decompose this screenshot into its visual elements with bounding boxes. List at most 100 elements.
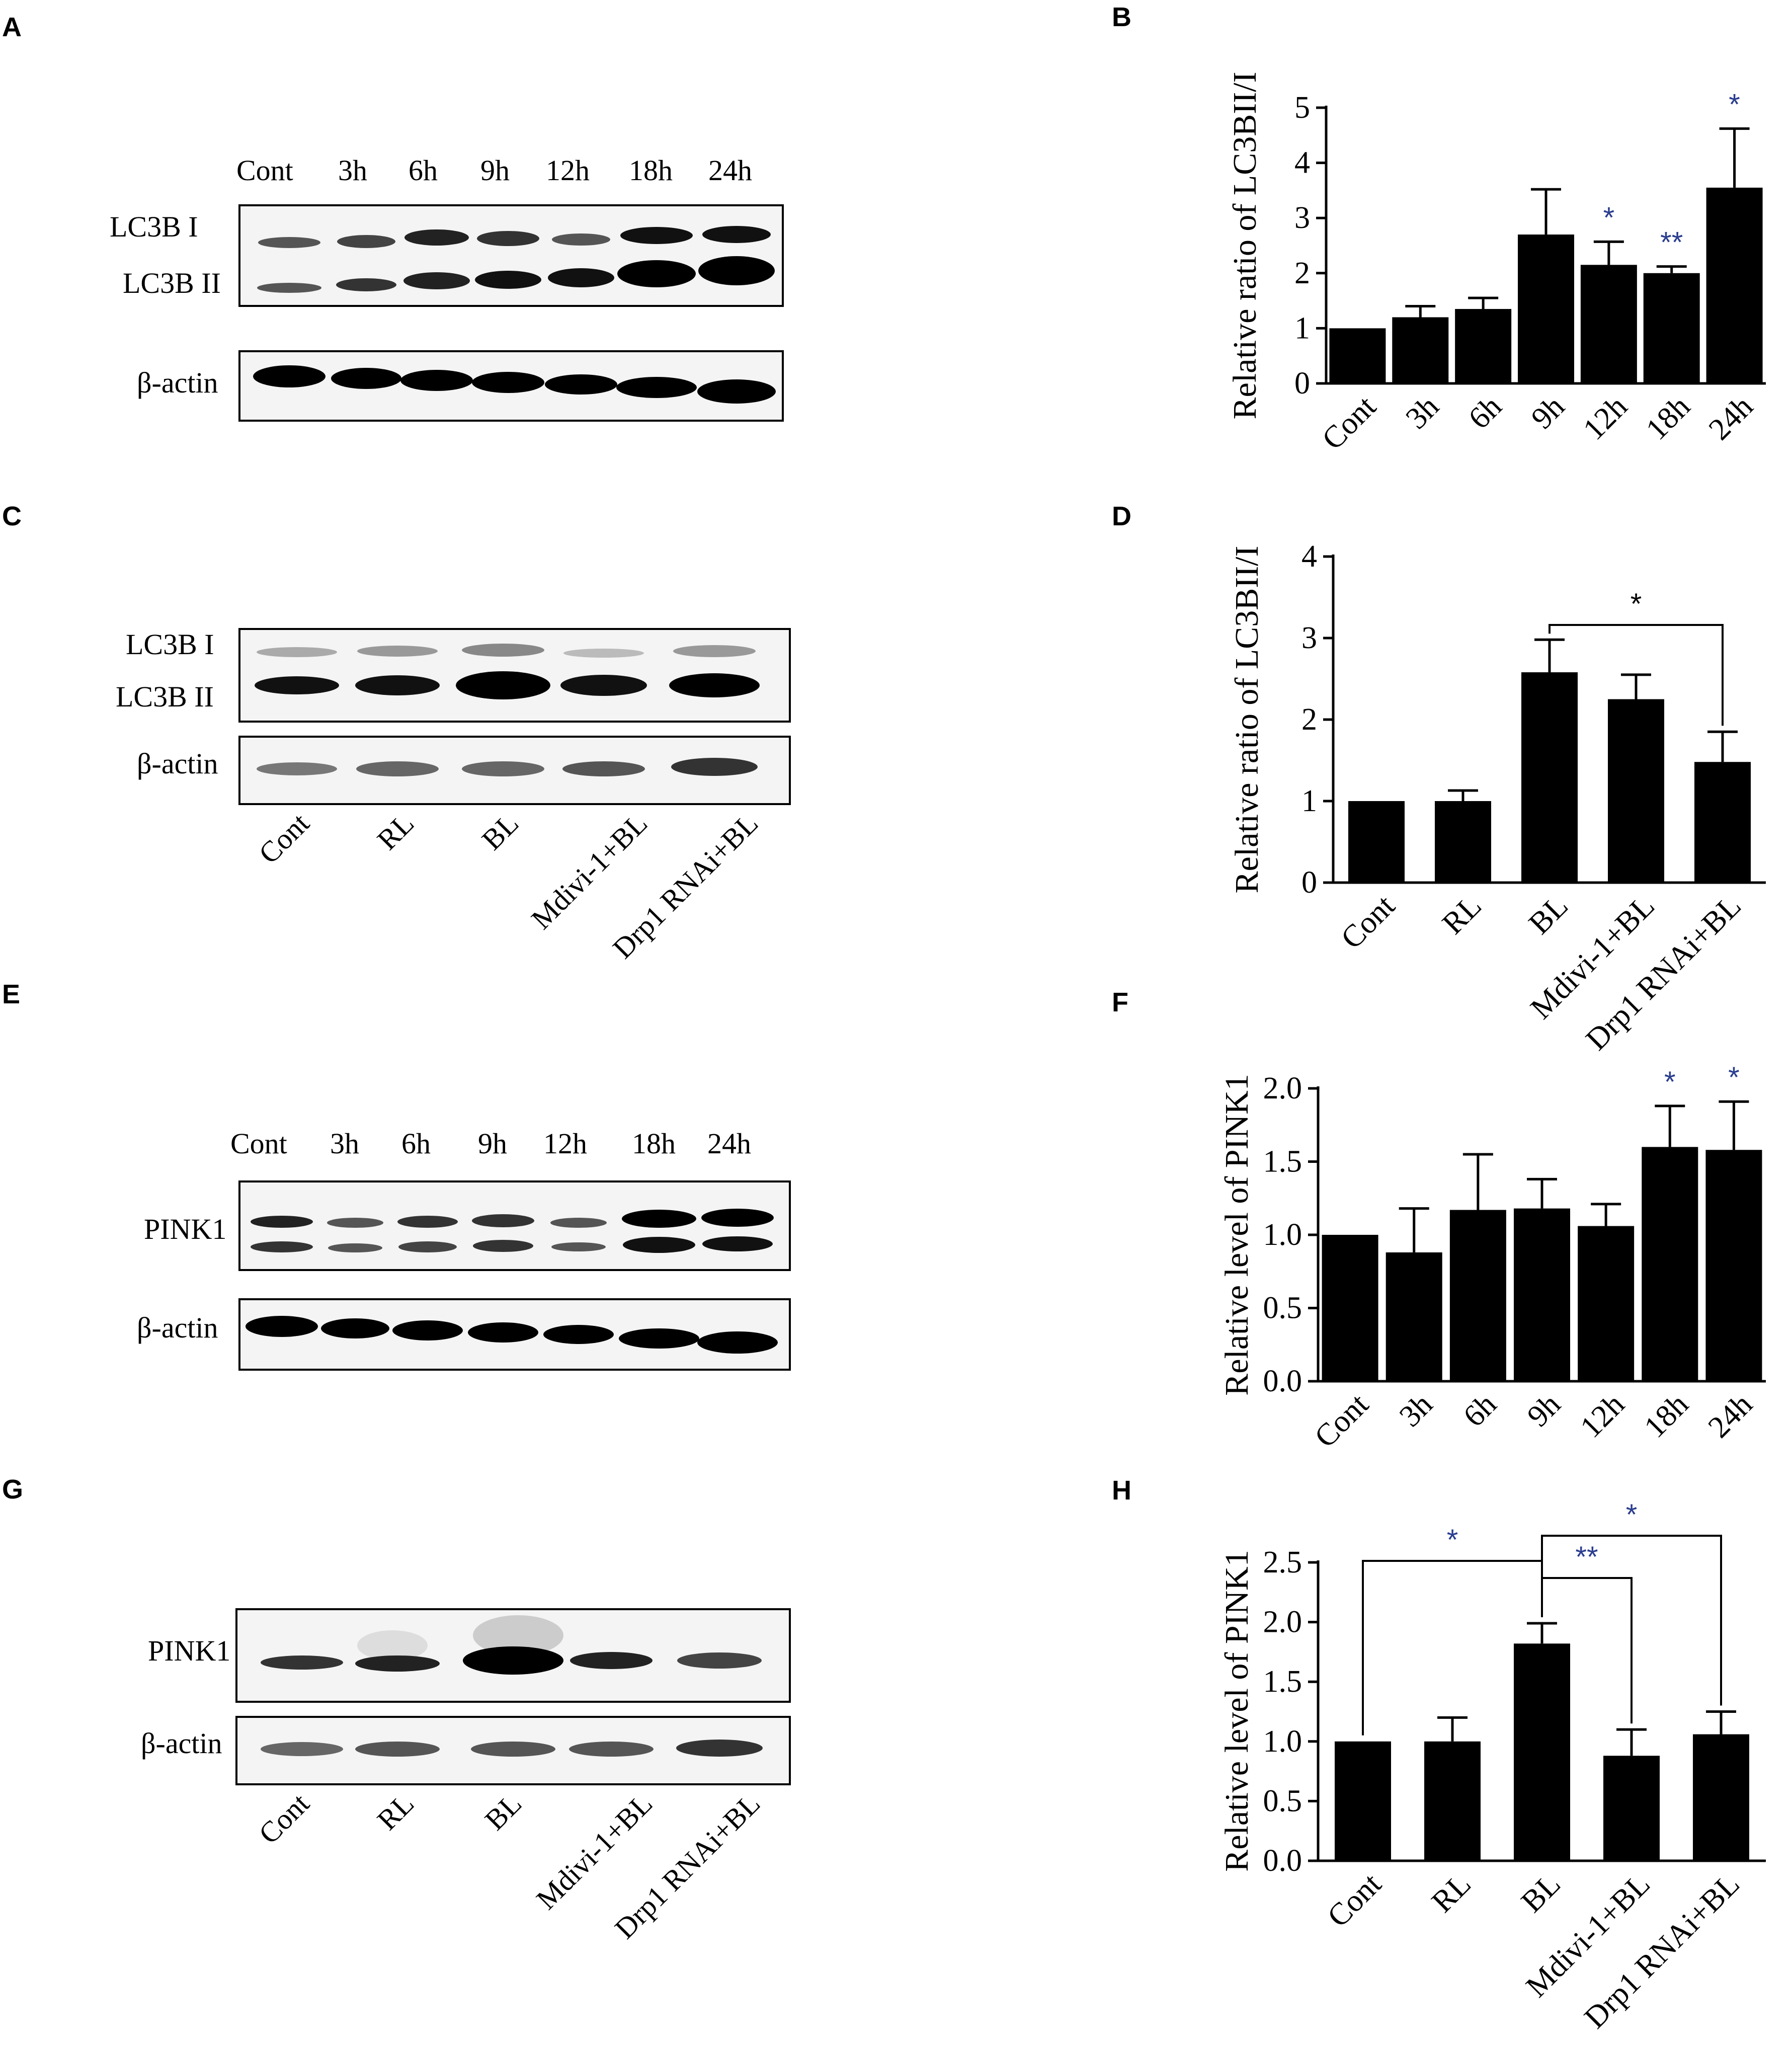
- lane-label: BL: [475, 807, 525, 856]
- x-tick-label: 24h: [1701, 1387, 1759, 1445]
- x-tick-label: 12h: [1577, 389, 1634, 447]
- blot-row-label: PINK1: [148, 1634, 230, 1667]
- x-tick-label: 12h: [1574, 1387, 1631, 1445]
- panel-letter-d: D: [1112, 501, 1131, 531]
- blot-bands: [246, 1209, 778, 1354]
- y-tick-label: 3: [1294, 201, 1310, 235]
- x-tick-label: 9h: [1521, 1387, 1567, 1434]
- panel-letter-a: A: [2, 12, 22, 42]
- x-tick-label: 9h: [1525, 389, 1571, 436]
- bar: [1424, 1741, 1481, 1861]
- lane-label: RL: [371, 807, 420, 856]
- y-tick-label: 1.5: [1263, 1145, 1302, 1179]
- blot-panel-g: G PINK1 β-actin Cont RL BL Mdivi-1+BL Dr…: [2, 1474, 791, 1945]
- y-tick-label: 3: [1301, 621, 1317, 655]
- y-tick-label: 1.0: [1263, 1218, 1302, 1252]
- bar-chart-d: D 0 1 2 3 4 Relative ratio of LC3BII/I Cont RL B…: [1112, 501, 1766, 1057]
- y-tick-label: 1: [1294, 311, 1310, 345]
- blot-c-lanes: Cont RL BL Mdivi-1+BL Drp1 RNAi+BL: [252, 807, 764, 965]
- y-tick-label: 0: [1294, 366, 1310, 401]
- bar: [1578, 1226, 1635, 1381]
- bar: [1521, 672, 1578, 883]
- x-tick-label: Cont: [1335, 889, 1402, 956]
- y-axis-title: Relative ratio of LC3BII/I: [1227, 72, 1263, 420]
- blot-a-lanes: Cont 3h 6h 9h 12h 18h 24h: [236, 154, 752, 187]
- blot-row-label: LC3B II: [123, 267, 221, 299]
- significance-marker: *: [1664, 1066, 1676, 1098]
- bar: [1603, 1756, 1660, 1861]
- x-tick-label: Cont: [1308, 1387, 1375, 1454]
- lane-label: 24h: [707, 1127, 751, 1160]
- x-tick-label: 6h: [1457, 1387, 1503, 1434]
- significance-bracket: [1549, 624, 1724, 726]
- y-tick-label: 0: [1301, 865, 1317, 900]
- blot-bands: [261, 1615, 763, 1757]
- y-tick-label: 4: [1301, 539, 1317, 574]
- lane-label: 9h: [478, 1127, 507, 1160]
- bar: [1435, 801, 1491, 883]
- x-tick-label: 3h: [1393, 1387, 1439, 1434]
- y-tick-label: 2: [1301, 702, 1317, 737]
- bar: [1335, 1741, 1391, 1861]
- x-tick-label: Drp1 RNAi+BL: [1578, 1867, 1746, 2035]
- bar: [1514, 1208, 1570, 1381]
- y-axis-title: Relative level of PINK1: [1218, 1550, 1255, 1872]
- lane-label: RL: [371, 1787, 420, 1836]
- x-tick-label: Drp1 RNAi+BL: [1579, 889, 1748, 1057]
- blot-row-label: LC3B I: [110, 210, 198, 243]
- lane-label: 24h: [708, 154, 752, 187]
- bar-chart-b: B 0 1 2 3 4 5 Relative ratio of LC3BII/I Cont 3h…: [1112, 2, 1766, 456]
- bar: [1455, 309, 1512, 383]
- blot-panel-c: C LC3B I LC3B II β-actin Cont RL BL: [2, 501, 791, 965]
- y-tick-label: 0.0: [1263, 1844, 1302, 1878]
- lane-label: 12h: [543, 1127, 587, 1160]
- panel-letter-g: G: [2, 1474, 23, 1505]
- x-tick-label: BL: [1515, 1867, 1567, 1919]
- significance-marker: *: [1603, 201, 1615, 234]
- lane-label: 3h: [338, 154, 367, 187]
- bar: [1322, 1235, 1378, 1381]
- x-tick-label: 18h: [1638, 1387, 1695, 1445]
- lane-label: BL: [478, 1787, 528, 1836]
- x-tick-label: RL: [1425, 1867, 1478, 1919]
- blot-panel-e: E Cont 3h 6h 9h 12h 18h 24h PINK1 β-acti…: [2, 979, 791, 1371]
- blot-row-label: LC3B II: [116, 680, 214, 713]
- y-tick-label: 1.0: [1263, 1724, 1302, 1759]
- bar: [1348, 801, 1405, 883]
- blot-bands: [255, 644, 760, 776]
- significance-marker: **: [1575, 1541, 1598, 1573]
- bar: [1706, 187, 1763, 383]
- blot-panel-a: A Cont 3h 6h 9h 12h 18h 24h LC3B I LC3B …: [2, 12, 784, 422]
- bar: [1642, 1147, 1698, 1381]
- blot-membrane: [238, 204, 784, 307]
- significance-bracket: [1541, 1535, 1722, 1706]
- x-tick-label: Cont: [1316, 389, 1382, 456]
- y-axis-title: Relative level of PINK1: [1218, 1074, 1255, 1396]
- x-tick-label: 18h: [1640, 389, 1697, 447]
- lane-label: Cont: [236, 154, 293, 187]
- bar: [1449, 1210, 1506, 1381]
- y-tick-label: 1.5: [1263, 1665, 1302, 1699]
- significance-marker: *: [1728, 1061, 1740, 1094]
- blot-row-label: β-actin: [141, 1727, 222, 1760]
- significance-marker: *: [1729, 89, 1740, 121]
- lane-label: 9h: [480, 154, 510, 187]
- y-tick-label: 2.0: [1263, 1605, 1302, 1639]
- bar: [1694, 762, 1751, 883]
- bar: [1518, 234, 1574, 383]
- blot-row-label: β-actin: [137, 1311, 218, 1344]
- blot-row-label: PINK1: [144, 1213, 226, 1245]
- panel-letter-h: H: [1112, 1475, 1131, 1506]
- y-tick-label: 1: [1301, 784, 1317, 818]
- bar: [1329, 328, 1386, 383]
- bar: [1386, 1252, 1442, 1381]
- x-tick-label: RL: [1436, 889, 1488, 941]
- blot-row-label: β-actin: [137, 747, 218, 780]
- panel-letter-f: F: [1112, 987, 1128, 1017]
- panel-letter-c: C: [2, 501, 22, 531]
- y-tick-label: 4: [1294, 146, 1310, 180]
- x-tick-label: BL: [1522, 889, 1575, 941]
- significance-marker: *: [1631, 588, 1642, 620]
